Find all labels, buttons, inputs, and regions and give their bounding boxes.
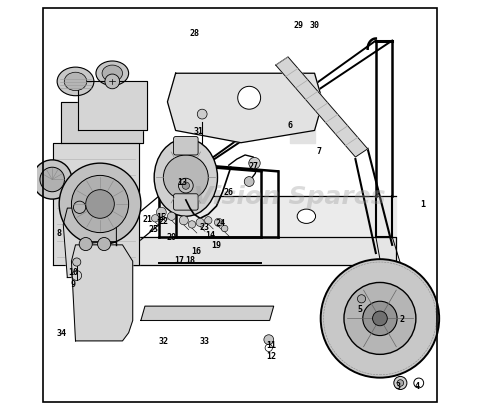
Circle shape: [73, 258, 81, 266]
Text: 16: 16: [191, 247, 201, 256]
Circle shape: [394, 377, 407, 389]
Polygon shape: [141, 306, 274, 321]
Circle shape: [238, 87, 261, 110]
Circle shape: [79, 238, 92, 251]
Circle shape: [363, 301, 397, 336]
Text: 6: 6: [288, 121, 293, 130]
Ellipse shape: [57, 68, 94, 97]
Circle shape: [33, 160, 72, 200]
Text: 5: 5: [357, 304, 362, 313]
Circle shape: [188, 221, 196, 229]
Text: 30: 30: [309, 21, 320, 29]
FancyBboxPatch shape: [174, 194, 198, 211]
Circle shape: [352, 290, 371, 308]
Text: 21: 21: [142, 214, 152, 223]
Polygon shape: [78, 82, 147, 131]
Circle shape: [73, 202, 86, 214]
Text: 29: 29: [293, 21, 303, 29]
Text: 24: 24: [215, 218, 226, 227]
Text: 12: 12: [267, 351, 277, 360]
Circle shape: [196, 219, 204, 227]
Text: 23: 23: [199, 222, 209, 231]
Ellipse shape: [297, 209, 316, 224]
Circle shape: [59, 164, 141, 245]
Circle shape: [105, 75, 120, 90]
Ellipse shape: [96, 62, 129, 86]
Circle shape: [182, 182, 189, 190]
Ellipse shape: [102, 66, 122, 82]
Circle shape: [214, 219, 223, 227]
Circle shape: [197, 110, 207, 120]
Polygon shape: [71, 245, 133, 341]
Polygon shape: [61, 103, 143, 144]
Circle shape: [249, 158, 260, 169]
Text: 32: 32: [159, 337, 168, 346]
Text: 17: 17: [174, 255, 185, 264]
Circle shape: [167, 213, 175, 221]
Text: 34: 34: [56, 328, 66, 337]
Circle shape: [264, 335, 274, 345]
Text: 1: 1: [420, 200, 425, 209]
Text: 3: 3: [396, 382, 401, 390]
Text: 25: 25: [148, 225, 158, 234]
Polygon shape: [63, 209, 116, 278]
Circle shape: [344, 283, 416, 355]
Text: 11: 11: [267, 341, 277, 350]
Circle shape: [205, 217, 212, 225]
Text: 9: 9: [71, 279, 76, 288]
Polygon shape: [110, 237, 396, 265]
Text: 19: 19: [212, 241, 222, 250]
Polygon shape: [167, 74, 323, 144]
Text: 14: 14: [205, 231, 215, 240]
Text: 20: 20: [167, 233, 176, 242]
Ellipse shape: [154, 139, 217, 217]
Circle shape: [358, 295, 366, 303]
Text: 15: 15: [156, 212, 166, 221]
Text: 28: 28: [189, 29, 199, 38]
Text: 33: 33: [199, 337, 209, 346]
Ellipse shape: [64, 73, 87, 91]
Circle shape: [71, 176, 129, 233]
FancyBboxPatch shape: [174, 137, 198, 155]
Circle shape: [86, 190, 114, 219]
Polygon shape: [53, 144, 139, 265]
Text: 10: 10: [68, 267, 79, 276]
Circle shape: [97, 238, 111, 251]
Text: 13: 13: [177, 178, 187, 187]
Text: 2: 2: [400, 314, 405, 323]
Circle shape: [178, 179, 193, 193]
Polygon shape: [159, 196, 396, 237]
Circle shape: [151, 215, 159, 222]
Polygon shape: [290, 131, 315, 144]
Circle shape: [40, 168, 65, 192]
Circle shape: [163, 155, 208, 200]
Circle shape: [397, 380, 403, 386]
Circle shape: [373, 311, 387, 326]
Text: 22: 22: [159, 216, 168, 225]
Text: 18: 18: [185, 255, 195, 264]
Text: 27: 27: [248, 161, 258, 170]
Circle shape: [90, 202, 102, 214]
Circle shape: [157, 208, 166, 218]
Polygon shape: [276, 58, 368, 157]
Text: 26: 26: [224, 188, 234, 197]
Text: 31: 31: [193, 127, 203, 136]
Circle shape: [221, 226, 228, 232]
Text: 8: 8: [57, 229, 62, 238]
Text: 4: 4: [414, 382, 419, 390]
Circle shape: [321, 260, 439, 378]
Circle shape: [179, 216, 188, 225]
Text: 7: 7: [316, 147, 321, 156]
Circle shape: [244, 177, 254, 187]
Text: Vision Spares: Vision Spares: [194, 184, 386, 208]
